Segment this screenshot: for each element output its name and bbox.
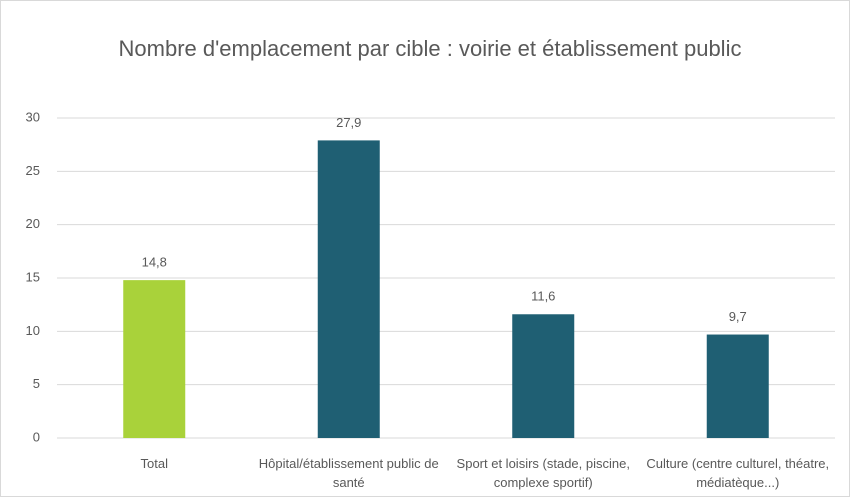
x-tick-label: Total: [140, 456, 168, 471]
data-label: 14,8: [142, 255, 167, 270]
data-label: 11,6: [531, 289, 555, 304]
y-tick-label: 25: [26, 163, 40, 178]
x-tick-label: Sport et loisirs (stade, piscine, comple…: [456, 456, 630, 490]
chart-title: Nombre d'emplacement par cible : voirie …: [118, 36, 742, 61]
data-label: 27,9: [336, 115, 361, 130]
y-tick-label: 0: [33, 429, 40, 444]
bar: [512, 314, 575, 438]
x-tick-label: Culture (centre culturel, théatre, média…: [646, 456, 830, 490]
y-tick-label: 20: [26, 216, 40, 231]
y-tick-label: 30: [26, 109, 40, 124]
data-label: 9,7: [729, 309, 747, 324]
y-tick-label: 5: [33, 376, 40, 391]
y-tick-label: 15: [26, 269, 40, 284]
y-tick-label: 10: [26, 323, 40, 338]
bar: [706, 334, 769, 438]
bar: [123, 280, 186, 438]
x-tick-label: Hôpital/établissement public de santé: [258, 456, 439, 490]
bar: [317, 140, 380, 438]
